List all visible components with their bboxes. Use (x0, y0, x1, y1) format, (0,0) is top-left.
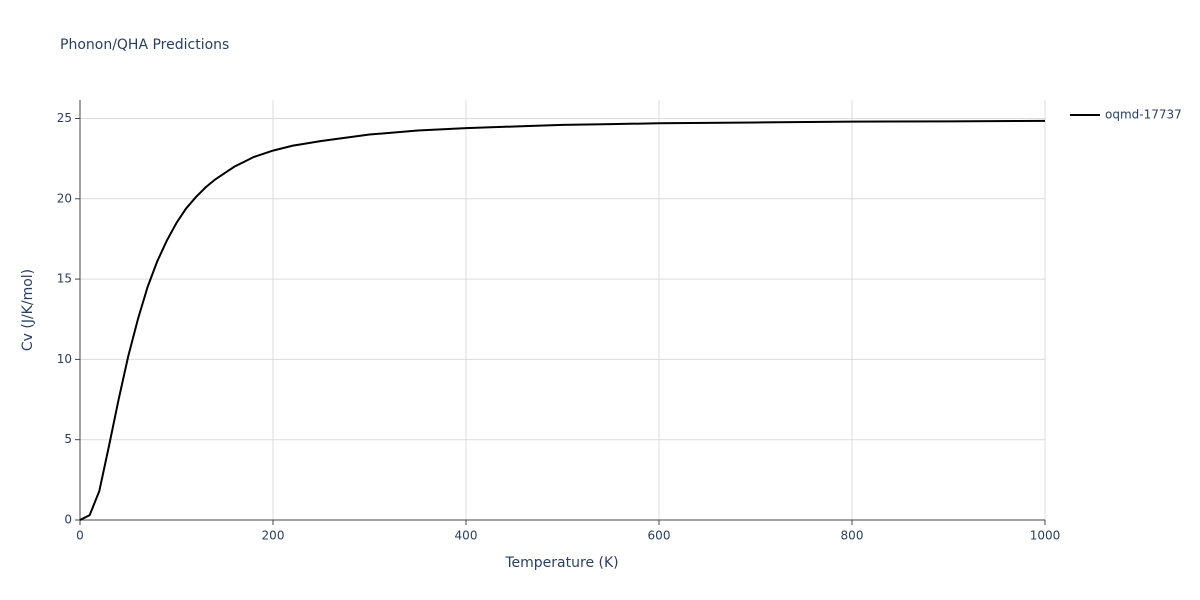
y-tick-label: 5 (64, 432, 72, 446)
x-tick-label: 800 (841, 529, 864, 543)
y-tick-label: 0 (64, 513, 72, 527)
y-tick-label: 15 (57, 272, 72, 286)
data-line (79, 119, 1046, 521)
y-tick-label: 20 (57, 191, 72, 205)
x-tick-label: 600 (648, 529, 671, 543)
x-tick-label: 200 (262, 529, 285, 543)
x-tick-label: 1000 (1030, 529, 1061, 543)
y-tick-label: 25 (57, 111, 72, 125)
legend-label: oqmd-17737 (1105, 108, 1182, 122)
x-axis-label: Temperature (K) (504, 555, 618, 571)
x-tick-label: 400 (455, 529, 478, 543)
chart-title: Phonon/QHA Predictions (60, 37, 229, 53)
y-axis-label: Cv (J/K/mol) (20, 269, 36, 351)
y-tick-label: 10 (57, 352, 72, 366)
x-tick-label: 0 (76, 529, 84, 543)
